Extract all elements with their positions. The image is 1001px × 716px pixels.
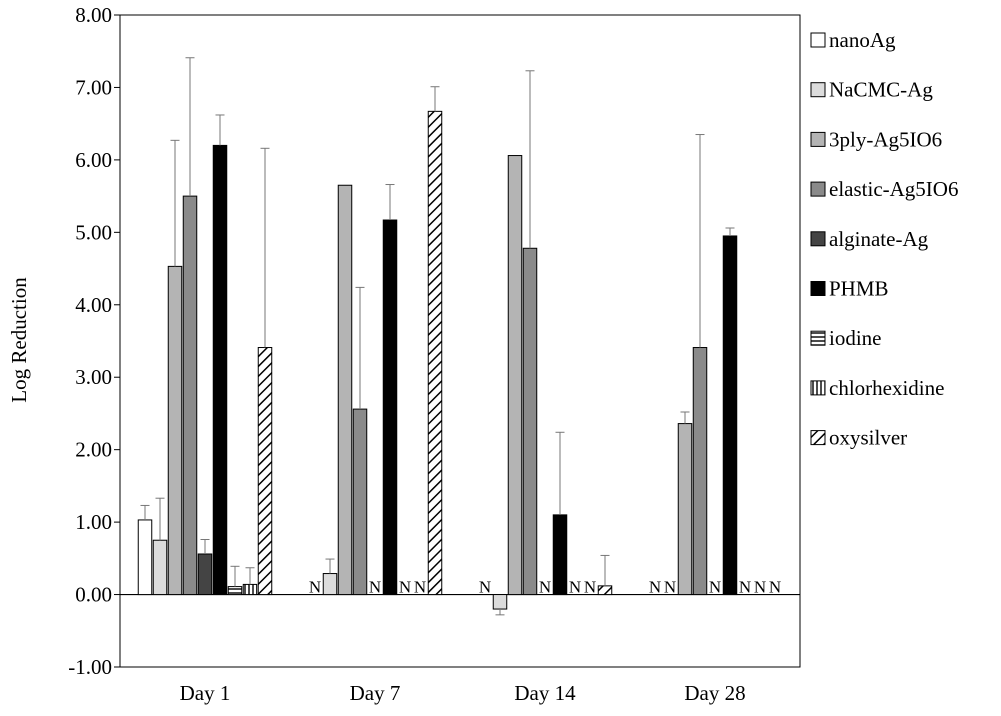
- legend-swatch: [810, 131, 826, 147]
- legend-label: 3ply-Ag5IO6: [829, 127, 942, 151]
- error-bars-group: [140, 57, 735, 616]
- bar-3ply-ag5io6: [337, 184, 353, 596]
- na-marker: N: [649, 578, 661, 597]
- bar-elastic-ag5io6: [522, 247, 538, 596]
- x-tick-label: Day 7: [350, 681, 401, 705]
- bar-phmb: [552, 514, 568, 596]
- x-tick-label: Day 28: [684, 681, 745, 705]
- legend-swatch: [810, 181, 826, 197]
- legend-label: oxysilver: [829, 426, 907, 450]
- na-marker: N: [369, 578, 381, 597]
- legend-swatch: [810, 82, 826, 98]
- y-tick-label: 0.00: [75, 583, 112, 607]
- bar-oxysilver: [427, 110, 443, 596]
- y-tick-label: 2.00: [75, 438, 112, 462]
- x-tick-label: Day 14: [514, 681, 576, 705]
- na-marker: N: [479, 578, 491, 597]
- bar-3ply-ag5io6: [677, 423, 693, 596]
- bar-alginate-ag: [197, 553, 213, 596]
- y-axis-title: Log Reduction: [7, 277, 31, 403]
- na-marker: N: [414, 578, 426, 597]
- bar-phmb: [382, 219, 398, 596]
- plot-border: [119, 14, 801, 668]
- x-tick-label: Day 1: [180, 681, 231, 705]
- bar-phmb: [212, 144, 228, 596]
- na-marker: N: [709, 578, 721, 597]
- bar-nacmc-ag: [152, 539, 168, 596]
- legend-label: NaCMC-Ag: [829, 78, 933, 102]
- bars-group: [137, 110, 738, 610]
- bar-elastic-ag5io6: [692, 347, 708, 596]
- y-tick-label: 5.00: [75, 220, 112, 244]
- bar-oxysilver: [257, 347, 273, 596]
- legend-label: PHMB: [829, 277, 889, 301]
- bar-nacmc-ag: [492, 594, 508, 610]
- legend-label: alginate-Ag: [829, 227, 929, 251]
- y-axis-ticks: 8.00 7.00 6.00 5.00 4.00 3.00 2.00 1.00 0.00 -1.0…: [68, 3, 120, 679]
- y-tick-label: 7.00: [75, 75, 112, 99]
- legend-label: iodine: [829, 326, 882, 350]
- na-marker: N: [769, 578, 781, 597]
- y-tick-label: 6.00: [75, 148, 112, 172]
- bar-3ply-ag5io6: [507, 155, 523, 596]
- na-marker: N: [739, 578, 751, 597]
- na-marker: N: [539, 578, 551, 597]
- y-tick-label: -1.00: [68, 655, 112, 679]
- y-tick-label: 4.00: [75, 293, 112, 317]
- legend-label: chlorhexidine: [829, 376, 944, 400]
- legend-label: elastic-Ag5IO6: [829, 177, 958, 201]
- legend-swatch: [810, 430, 826, 446]
- legend-label: nanoAg: [829, 28, 896, 52]
- na-marker: N: [569, 578, 581, 597]
- y-tick-label: 8.00: [75, 3, 112, 27]
- legend-swatch: [810, 32, 826, 48]
- na-marker: N: [664, 578, 676, 597]
- bar-iodine: [227, 586, 243, 596]
- y-tick-label: 3.00: [75, 365, 112, 389]
- legend-swatch: [810, 380, 826, 396]
- na-marker: N: [399, 578, 411, 597]
- legend-swatch: [810, 330, 826, 346]
- na-marker: N: [309, 578, 321, 597]
- na-marker: N: [584, 578, 596, 597]
- bar-nanoag: [137, 519, 153, 596]
- legend-swatch: [810, 281, 826, 296]
- bar-elastic-ag5io6: [352, 408, 368, 596]
- bar-chlorhexidine: [242, 583, 258, 596]
- bar-nacmc-ag: [322, 573, 338, 596]
- legend: nanoAg NaCMC-Ag 3ply-Ag5IO6 elastic-Ag5IO6 a…: [810, 28, 958, 450]
- bar-phmb: [722, 235, 738, 596]
- bar-elastic-ag5io6: [182, 195, 198, 596]
- na-marker: N: [754, 578, 766, 597]
- plot-frame: [119, 14, 801, 668]
- bar-oxysilver: [597, 585, 613, 596]
- y-tick-label: 1.00: [75, 510, 112, 534]
- x-axis-ticks: Day 1 Day 7 Day 14 Day 28: [180, 681, 746, 705]
- legend-swatch: [810, 231, 826, 247]
- bar-3ply-ag5io6: [167, 265, 183, 596]
